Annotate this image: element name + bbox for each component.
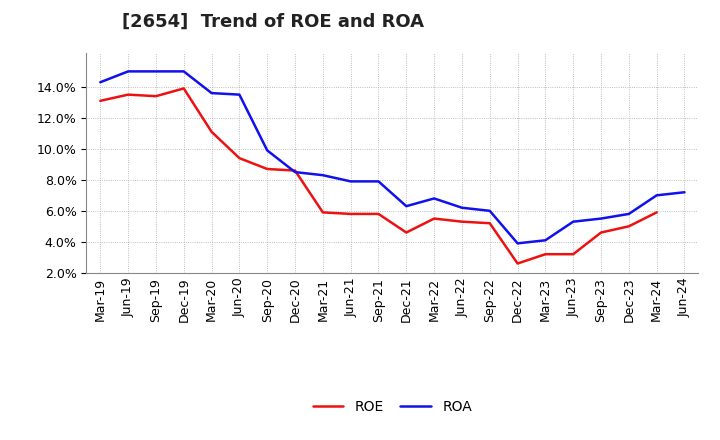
ROA [346, 179, 355, 184]
ROE [374, 211, 383, 216]
ROA [235, 92, 243, 97]
ROE [402, 230, 410, 235]
ROE [96, 98, 104, 103]
Text: [2654]  Trend of ROE and ROA: [2654] Trend of ROE and ROA [122, 13, 424, 31]
ROA [597, 216, 606, 221]
ROA [318, 172, 327, 178]
ROA [541, 238, 550, 243]
ROE [569, 252, 577, 257]
ROE [263, 166, 271, 172]
ROA [652, 193, 661, 198]
ROE [346, 211, 355, 216]
ROA [458, 205, 467, 210]
ROA [207, 91, 216, 96]
ROE [541, 252, 550, 257]
ROE [430, 216, 438, 221]
ROE [513, 261, 522, 266]
ROE [179, 86, 188, 91]
ROA [263, 148, 271, 153]
ROE [318, 210, 327, 215]
ROE [458, 219, 467, 224]
ROE [624, 224, 633, 229]
ROA [569, 219, 577, 224]
ROE [291, 168, 300, 173]
ROE [652, 210, 661, 215]
Line: ROA: ROA [100, 71, 685, 243]
ROA [624, 211, 633, 216]
ROA [680, 190, 689, 195]
ROE [597, 230, 606, 235]
ROA [402, 204, 410, 209]
ROA [430, 196, 438, 201]
ROA [513, 241, 522, 246]
Line: ROE: ROE [100, 88, 657, 264]
ROE [207, 129, 216, 135]
ROA [96, 80, 104, 85]
ROE [152, 94, 161, 99]
Legend: ROE, ROA: ROE, ROA [307, 394, 477, 419]
ROA [152, 69, 161, 74]
ROA [291, 169, 300, 175]
ROA [124, 69, 132, 74]
ROE [485, 220, 494, 226]
ROE [235, 155, 243, 161]
ROA [374, 179, 383, 184]
ROA [179, 69, 188, 74]
ROE [124, 92, 132, 97]
ROA [485, 208, 494, 213]
